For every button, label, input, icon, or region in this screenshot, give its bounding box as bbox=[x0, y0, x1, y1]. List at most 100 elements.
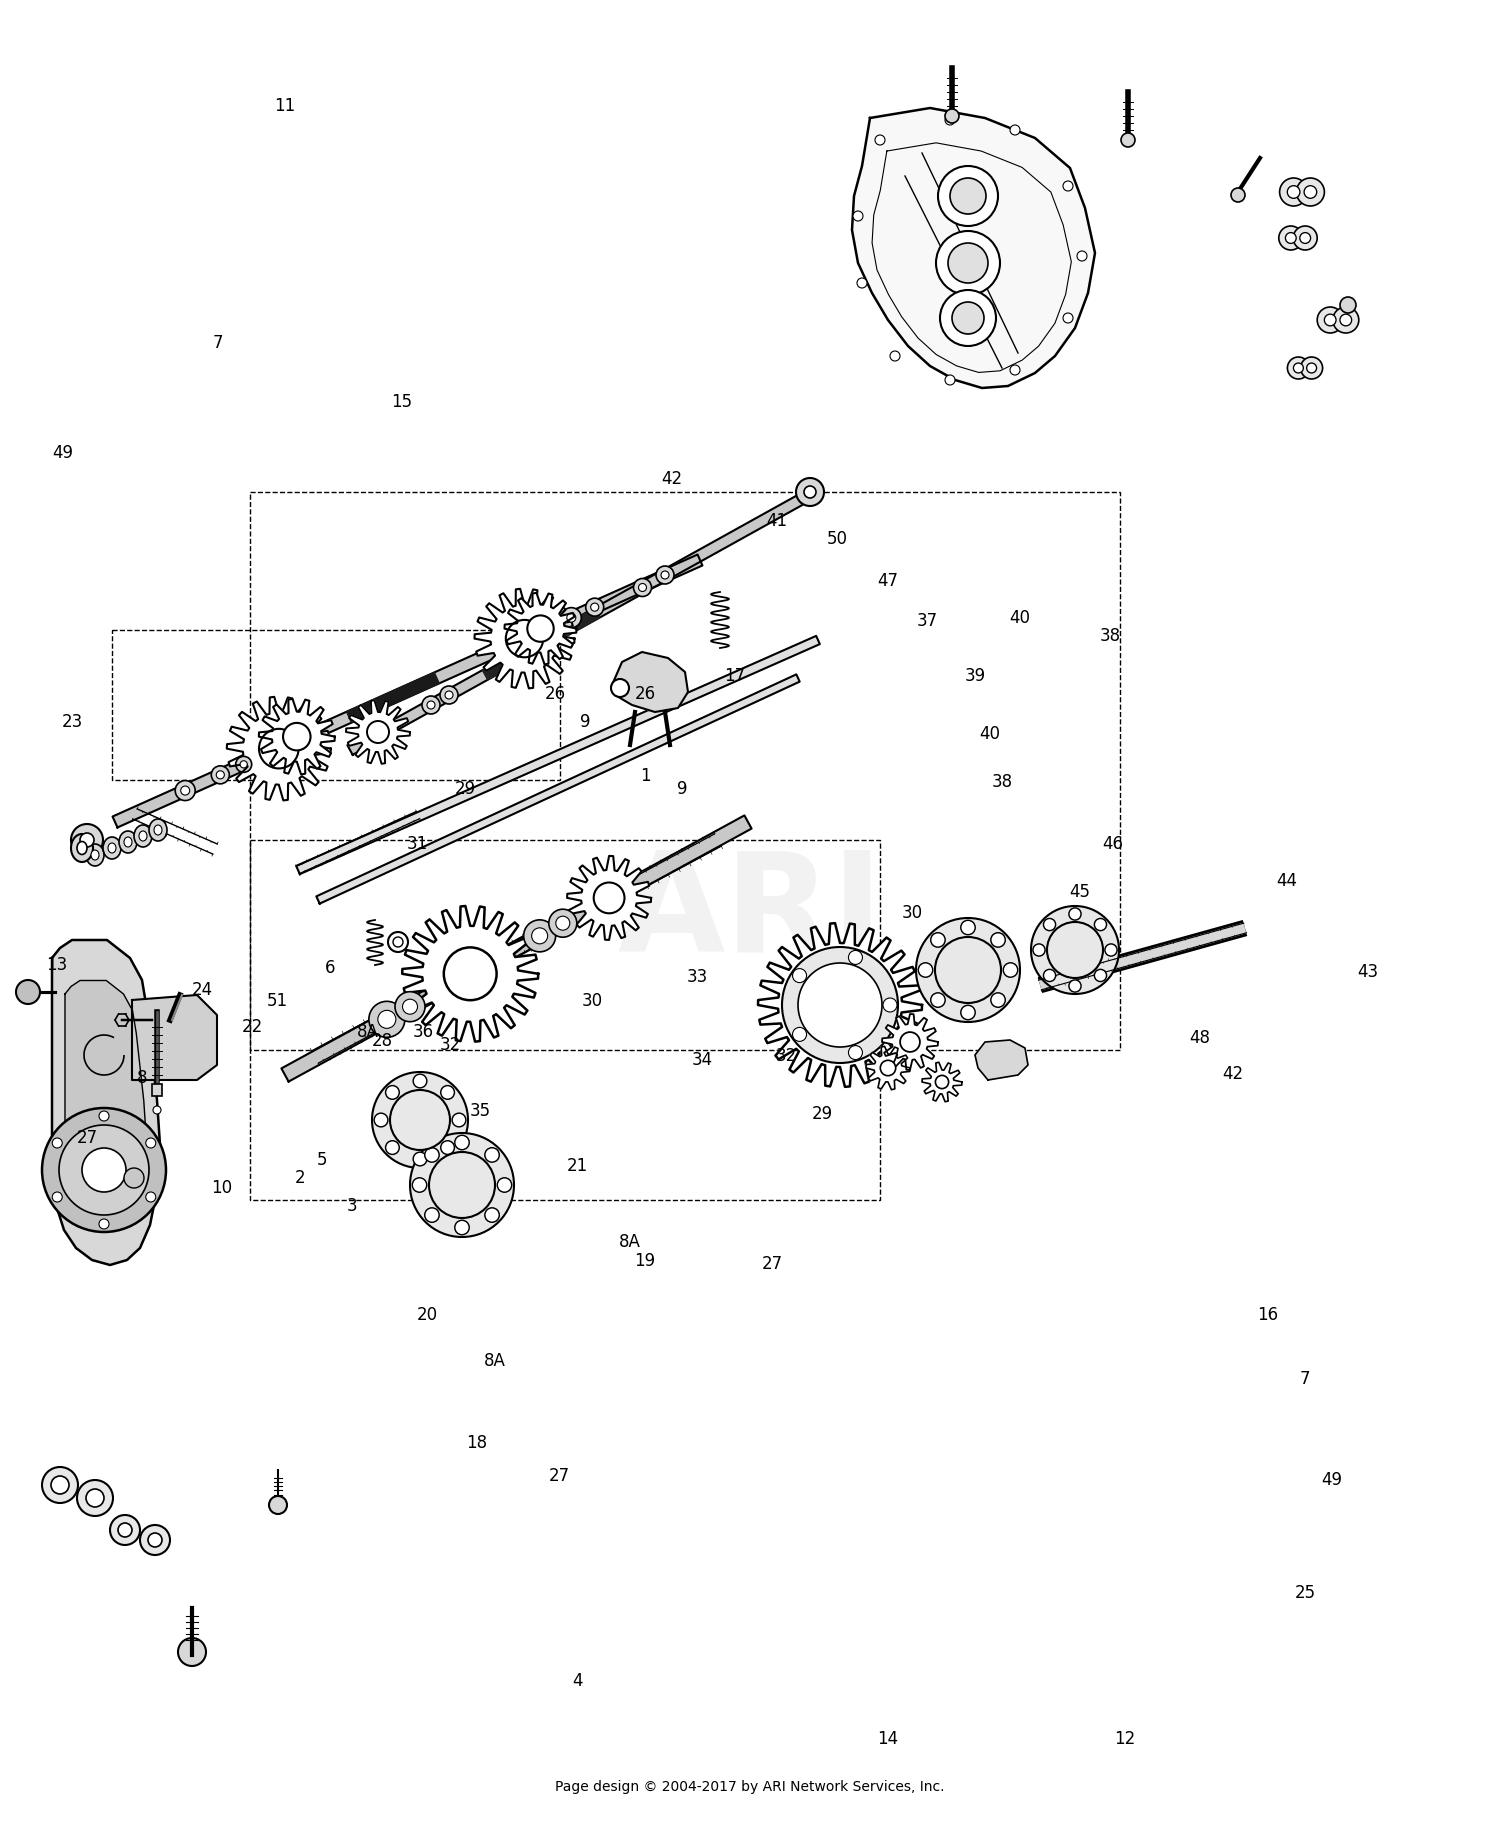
Circle shape bbox=[386, 1085, 399, 1100]
Text: 2: 2 bbox=[294, 1169, 306, 1188]
Text: 9: 9 bbox=[678, 780, 687, 798]
Text: 32: 32 bbox=[440, 1036, 460, 1054]
Circle shape bbox=[441, 1140, 454, 1155]
Circle shape bbox=[440, 685, 458, 703]
Circle shape bbox=[51, 1476, 69, 1494]
Circle shape bbox=[1306, 364, 1317, 373]
Circle shape bbox=[1070, 979, 1082, 992]
Text: 32: 32 bbox=[776, 1047, 796, 1065]
Circle shape bbox=[498, 1178, 512, 1193]
Text: 40: 40 bbox=[1010, 608, 1031, 627]
Circle shape bbox=[394, 992, 424, 1021]
Circle shape bbox=[99, 1219, 109, 1230]
Circle shape bbox=[378, 1010, 396, 1029]
Circle shape bbox=[1106, 945, 1118, 956]
Circle shape bbox=[610, 680, 628, 696]
Text: 27: 27 bbox=[762, 1255, 783, 1273]
Circle shape bbox=[884, 998, 897, 1012]
Circle shape bbox=[853, 210, 862, 221]
Polygon shape bbox=[852, 108, 1095, 387]
Circle shape bbox=[452, 1113, 466, 1127]
Text: 5: 5 bbox=[318, 1151, 327, 1169]
Circle shape bbox=[952, 301, 984, 334]
Polygon shape bbox=[882, 1014, 938, 1071]
Text: 39: 39 bbox=[964, 667, 986, 685]
Text: 41: 41 bbox=[766, 512, 788, 530]
Text: 27: 27 bbox=[76, 1129, 98, 1147]
Circle shape bbox=[53, 1191, 62, 1202]
Text: 8: 8 bbox=[138, 1069, 147, 1087]
Circle shape bbox=[58, 1125, 148, 1215]
Ellipse shape bbox=[140, 831, 147, 840]
Text: 26: 26 bbox=[544, 685, 566, 703]
Text: 25: 25 bbox=[1294, 1584, 1316, 1602]
Circle shape bbox=[804, 486, 816, 499]
Circle shape bbox=[1280, 227, 1304, 250]
Text: 42: 42 bbox=[1222, 1065, 1244, 1083]
Circle shape bbox=[782, 946, 898, 1063]
Text: 18: 18 bbox=[466, 1434, 488, 1452]
Circle shape bbox=[1317, 307, 1342, 333]
Circle shape bbox=[950, 177, 986, 214]
Circle shape bbox=[930, 992, 945, 1007]
Circle shape bbox=[42, 1467, 78, 1504]
Circle shape bbox=[446, 691, 453, 700]
Circle shape bbox=[930, 934, 945, 946]
Circle shape bbox=[369, 1001, 405, 1038]
Circle shape bbox=[284, 723, 310, 751]
Circle shape bbox=[424, 1208, 439, 1222]
Text: 49: 49 bbox=[53, 444, 74, 462]
Text: 37: 37 bbox=[916, 612, 938, 630]
Text: 8A: 8A bbox=[620, 1233, 640, 1251]
Circle shape bbox=[890, 351, 900, 362]
Polygon shape bbox=[316, 674, 800, 904]
Circle shape bbox=[422, 696, 440, 714]
Circle shape bbox=[639, 583, 646, 592]
Circle shape bbox=[1293, 227, 1317, 250]
Circle shape bbox=[441, 1085, 454, 1100]
Text: 38: 38 bbox=[1100, 627, 1120, 645]
Text: Page design © 2004-2017 by ARI Network Services, Inc.: Page design © 2004-2017 by ARI Network S… bbox=[555, 1779, 945, 1794]
Circle shape bbox=[549, 910, 578, 937]
Circle shape bbox=[585, 597, 603, 616]
Circle shape bbox=[1300, 356, 1323, 378]
Circle shape bbox=[372, 1072, 468, 1167]
Polygon shape bbox=[975, 1040, 1028, 1080]
Text: 10: 10 bbox=[211, 1178, 232, 1197]
Text: 51: 51 bbox=[267, 992, 288, 1010]
Text: 14: 14 bbox=[878, 1730, 898, 1748]
Polygon shape bbox=[346, 672, 439, 723]
Ellipse shape bbox=[104, 837, 122, 859]
Text: 50: 50 bbox=[827, 530, 848, 548]
Polygon shape bbox=[348, 495, 802, 755]
Text: ARI: ARI bbox=[616, 846, 884, 981]
Circle shape bbox=[1064, 181, 1072, 192]
Circle shape bbox=[178, 1639, 206, 1666]
Circle shape bbox=[962, 921, 975, 935]
Circle shape bbox=[211, 766, 230, 784]
Circle shape bbox=[945, 115, 956, 124]
Circle shape bbox=[900, 1032, 920, 1052]
Circle shape bbox=[146, 1191, 156, 1202]
Circle shape bbox=[1047, 923, 1102, 977]
Circle shape bbox=[992, 934, 1005, 946]
Text: 49: 49 bbox=[1322, 1471, 1342, 1489]
Circle shape bbox=[429, 1153, 495, 1219]
Circle shape bbox=[1044, 970, 1056, 981]
Text: 26: 26 bbox=[634, 685, 656, 703]
Text: 31: 31 bbox=[406, 835, 427, 853]
Circle shape bbox=[42, 1107, 166, 1231]
Polygon shape bbox=[402, 906, 538, 1041]
Text: 36: 36 bbox=[413, 1023, 434, 1041]
Text: 33: 33 bbox=[687, 968, 708, 987]
Circle shape bbox=[240, 760, 248, 767]
Text: 38: 38 bbox=[992, 773, 1012, 791]
Text: 23: 23 bbox=[62, 713, 82, 731]
Text: 29: 29 bbox=[812, 1105, 832, 1124]
Circle shape bbox=[1095, 970, 1107, 981]
Circle shape bbox=[1120, 133, 1136, 146]
Text: 8A: 8A bbox=[484, 1352, 506, 1370]
Text: 8A: 8A bbox=[357, 1023, 378, 1041]
Text: 30: 30 bbox=[902, 904, 922, 923]
Ellipse shape bbox=[154, 826, 162, 835]
